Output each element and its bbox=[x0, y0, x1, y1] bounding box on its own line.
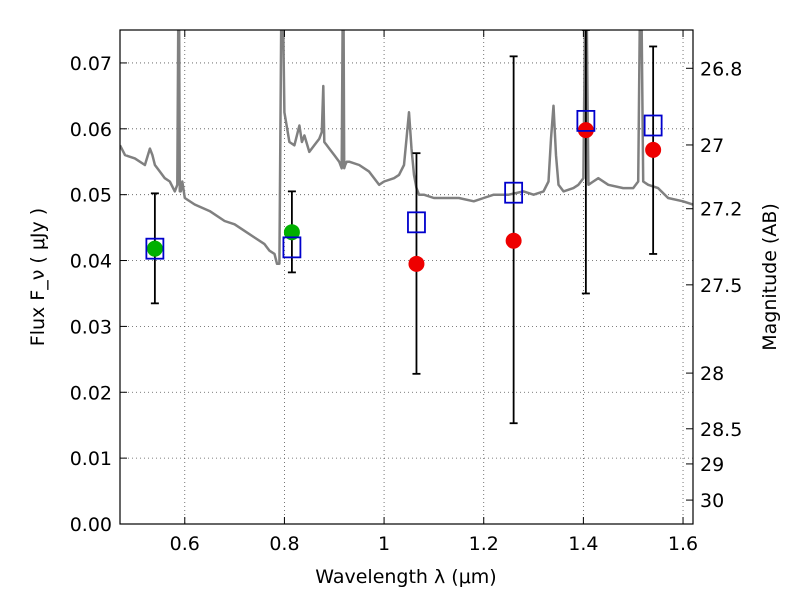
y2-axis-title: Magnitude (AB) bbox=[759, 203, 781, 351]
y-tick-label: 0.07 bbox=[70, 53, 112, 75]
y-axis: 0.00 0.01 0.02 0.03 0.04 0.05 0.06 0.07 bbox=[70, 53, 127, 536]
red-point bbox=[408, 255, 425, 272]
x-tick-label: 1 bbox=[378, 533, 390, 555]
red-point bbox=[505, 232, 522, 249]
blue-square bbox=[643, 114, 663, 137]
x-tick-label: 1.6 bbox=[668, 533, 698, 555]
blue-square bbox=[145, 237, 165, 260]
y2-tick-label: 27.2 bbox=[700, 199, 742, 221]
plot-background bbox=[120, 30, 693, 524]
y2-tick-label: 28 bbox=[700, 363, 724, 385]
y2-tick-label: 28.5 bbox=[700, 419, 742, 441]
blue-square bbox=[576, 109, 596, 132]
x-tick-label: 1.4 bbox=[568, 533, 598, 555]
y-tick-label: 0.06 bbox=[70, 119, 112, 141]
blue-squares bbox=[145, 109, 663, 260]
plot-area bbox=[120, 30, 693, 425]
y-tick-label: 0.05 bbox=[70, 185, 112, 207]
y-tick-label: 0.00 bbox=[70, 514, 112, 536]
plot-frame bbox=[119, 29, 694, 525]
green-point bbox=[283, 224, 300, 241]
y2-tick-label: 29 bbox=[700, 454, 724, 476]
x-tick-label: 1.2 bbox=[469, 533, 499, 555]
y-tick-label: 0.01 bbox=[70, 448, 112, 470]
y-tick-label: 0.03 bbox=[70, 316, 112, 338]
y-tick-label: 0.04 bbox=[70, 251, 112, 273]
blue-square bbox=[407, 211, 426, 234]
blue-square bbox=[504, 181, 524, 204]
green-point bbox=[146, 240, 163, 257]
y2-axis: 26.8 27 27.2 27.5 28 28.5 29 30 bbox=[686, 58, 742, 512]
y2-tick-label: 27 bbox=[700, 135, 724, 157]
y-tick-label: 0.02 bbox=[70, 382, 112, 404]
model-spectrum-line bbox=[120, 30, 693, 266]
x-tick-label: 0.8 bbox=[269, 533, 299, 555]
green-points bbox=[146, 224, 300, 257]
x-axis: 0.6 0.8 1 1.2 1.4 1.6 bbox=[170, 30, 698, 555]
y2-tick-label: 30 bbox=[700, 490, 724, 512]
y-axis-title: Flux F_ν ( μJy ) bbox=[27, 208, 49, 346]
blue-square bbox=[282, 236, 302, 259]
x-axis-title: Wavelength λ (μm) bbox=[315, 566, 496, 588]
y2-tick-label: 27.5 bbox=[700, 275, 742, 297]
y2-tick-label: 26.8 bbox=[700, 58, 742, 80]
x-tick-label: 0.6 bbox=[170, 533, 200, 555]
red-point bbox=[645, 141, 662, 158]
